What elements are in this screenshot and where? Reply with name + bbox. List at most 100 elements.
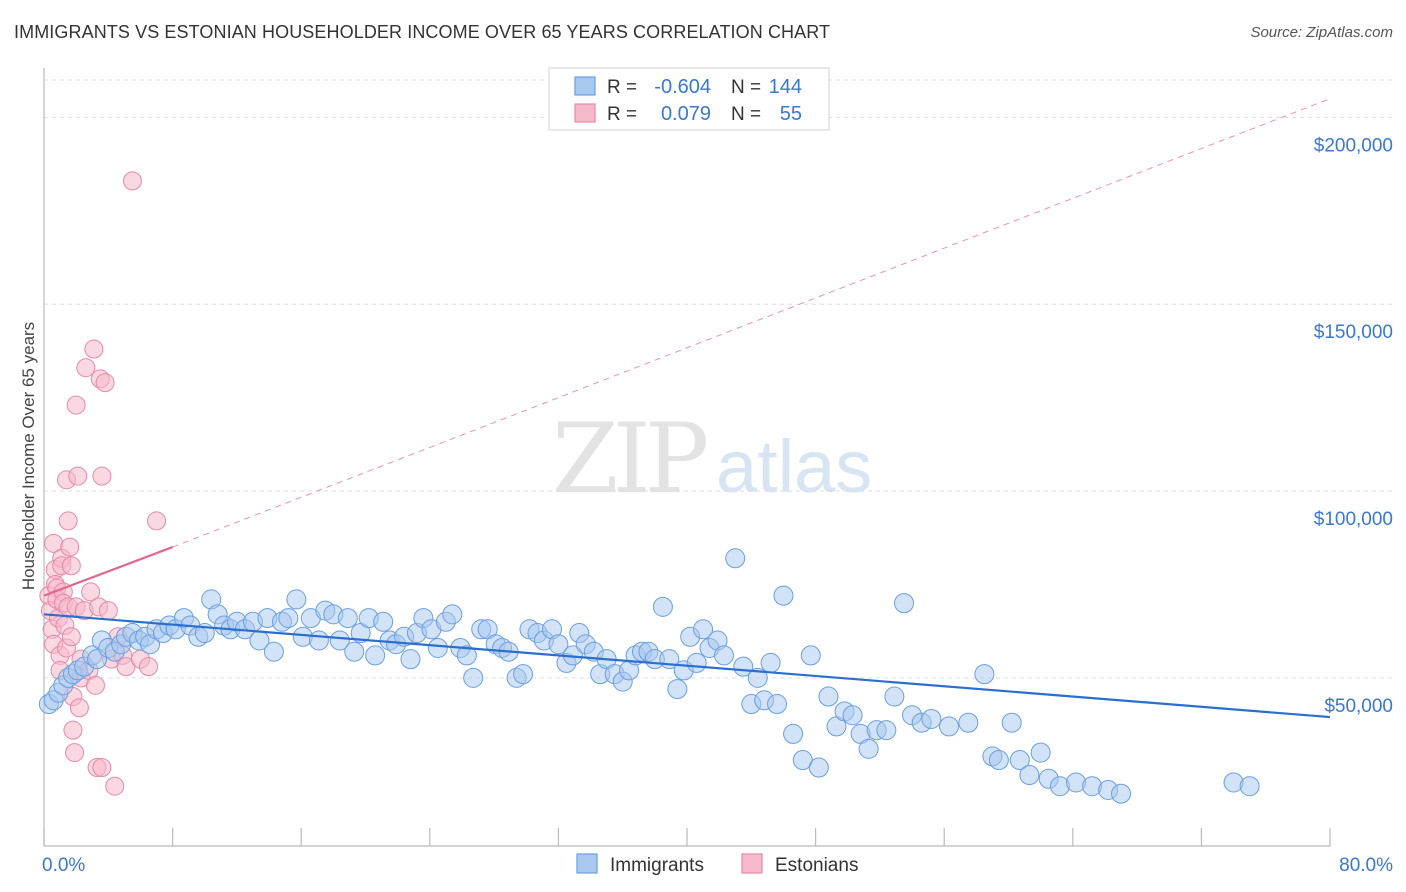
immigrants-point bbox=[686, 652, 707, 673]
gridlines bbox=[44, 79, 1395, 679]
immigrants-point bbox=[1019, 765, 1040, 786]
immigrants-point bbox=[1239, 776, 1260, 797]
immigrants-point bbox=[344, 641, 365, 662]
y-tick-label: $100,000 bbox=[1314, 509, 1393, 530]
immigrants-point bbox=[1001, 712, 1022, 733]
estonians-point bbox=[92, 758, 112, 778]
legend-r-label-2: R = bbox=[607, 104, 637, 125]
immigrants-point bbox=[329, 630, 350, 651]
estonians-point bbox=[98, 601, 118, 621]
estonians-point bbox=[60, 537, 80, 557]
estonians-point bbox=[61, 556, 81, 576]
immigrants-point bbox=[263, 641, 284, 662]
immigrants-point bbox=[818, 686, 839, 707]
immigrants-point bbox=[747, 667, 768, 688]
estonians-point bbox=[84, 339, 104, 359]
immigrants-point bbox=[800, 645, 821, 666]
x-tick-label: 80.0% bbox=[1339, 855, 1393, 876]
legend-n-label-2: N = bbox=[731, 104, 761, 125]
immigrants-point bbox=[400, 649, 421, 670]
estonians-trend-extension bbox=[172, 98, 1331, 548]
trend-lines bbox=[172, 98, 1331, 548]
estonians-point bbox=[81, 582, 101, 602]
immigrants-point bbox=[713, 645, 734, 666]
immigrants-point bbox=[767, 694, 788, 715]
immigrants-point bbox=[463, 667, 484, 688]
estonians-point bbox=[138, 657, 158, 677]
estonians-point bbox=[122, 171, 142, 191]
y-tick-label: $150,000 bbox=[1314, 322, 1393, 343]
watermark-zip: ZIP bbox=[552, 403, 707, 515]
source-label: Source: ZipAtlas.com bbox=[1250, 24, 1393, 41]
immigrants-point bbox=[365, 645, 386, 666]
immigrants-point bbox=[693, 619, 714, 640]
immigrants-point bbox=[783, 723, 804, 744]
immigrants-point bbox=[1030, 742, 1051, 763]
estonians-trend-line bbox=[43, 546, 173, 597]
legend-r-value-1: -0.604 bbox=[654, 76, 711, 98]
legend-n-label-1: N = bbox=[731, 77, 761, 98]
immigrants-point bbox=[308, 630, 329, 651]
immigrants-point bbox=[1009, 750, 1030, 771]
immigrants-point bbox=[858, 738, 879, 759]
immigrants-point bbox=[456, 645, 477, 666]
immigrants-point bbox=[652, 596, 673, 617]
y-tick-labels: $50,000 $100,000 $150,000 $200,000 bbox=[1314, 135, 1393, 716]
estonians-point bbox=[68, 466, 88, 486]
legend-n-value-1: 144 bbox=[769, 76, 802, 98]
legend-swatch-immigrants bbox=[574, 76, 596, 96]
immigrants-point bbox=[337, 608, 358, 629]
immigrants-point bbox=[939, 716, 960, 737]
immigrants-point bbox=[760, 652, 781, 673]
y-tick-label: $50,000 bbox=[1324, 696, 1393, 717]
y-axis-label: Householder Income Over 65 years bbox=[19, 322, 38, 590]
bottom-swatch-immigrants bbox=[576, 853, 598, 874]
immigrants-point bbox=[773, 585, 794, 606]
immigrants-point bbox=[373, 611, 394, 632]
immigrants-point bbox=[894, 593, 915, 614]
estonians-point bbox=[58, 511, 78, 531]
legend-swatch-estonians bbox=[574, 103, 596, 123]
estonians-points bbox=[39, 171, 167, 796]
bottom-legend-estonians: Estonians bbox=[775, 855, 858, 876]
immigrants-point bbox=[278, 608, 299, 629]
estonians-point bbox=[105, 776, 125, 796]
legend-r-value-2: 0.079 bbox=[661, 103, 711, 125]
immigrants-point bbox=[808, 757, 829, 778]
x-tick-labels: 0.0% 80.0% bbox=[42, 855, 1393, 876]
estonians-point bbox=[85, 675, 105, 695]
chart-title: IMMIGRANTS VS ESTONIAN HOUSEHOLDER INCOM… bbox=[14, 22, 831, 42]
immigrants-point bbox=[548, 634, 569, 655]
immigrants-point bbox=[884, 686, 905, 707]
immigrants-point bbox=[876, 720, 897, 741]
legend-r-label-1: R = bbox=[607, 77, 637, 98]
estonians-point bbox=[66, 395, 86, 415]
immigrants-point bbox=[513, 664, 534, 685]
x-tick-label: 0.0% bbox=[42, 855, 85, 876]
immigrants-point bbox=[842, 705, 863, 726]
bottom-legend-immigrants: Immigrants bbox=[610, 855, 704, 876]
estonians-point bbox=[61, 627, 81, 647]
legend-n-value-2: 55 bbox=[780, 103, 802, 125]
immigrants-point bbox=[921, 708, 942, 729]
immigrants-point bbox=[988, 750, 1009, 771]
estonians-point bbox=[69, 698, 89, 718]
bottom-swatch-estonians bbox=[741, 853, 763, 874]
axes bbox=[43, 68, 1331, 847]
watermark-atlas: atlas bbox=[716, 425, 872, 508]
estonians-point bbox=[147, 511, 167, 531]
series-legend: Immigrants Estonians bbox=[576, 853, 858, 876]
estonians-point bbox=[63, 720, 83, 740]
y-tick-label: $200,000 bbox=[1314, 135, 1393, 156]
estonians-point bbox=[95, 373, 115, 393]
immigrants-point bbox=[667, 679, 688, 700]
immigrants-trend-line bbox=[43, 613, 1331, 719]
immigrants-point bbox=[286, 589, 307, 610]
immigrants-point bbox=[725, 548, 746, 569]
immigrants-point bbox=[958, 712, 979, 733]
estonians-point bbox=[65, 743, 85, 763]
immigrants-point bbox=[442, 604, 463, 625]
immigrants-point bbox=[427, 637, 448, 658]
immigrants-point bbox=[974, 664, 995, 685]
